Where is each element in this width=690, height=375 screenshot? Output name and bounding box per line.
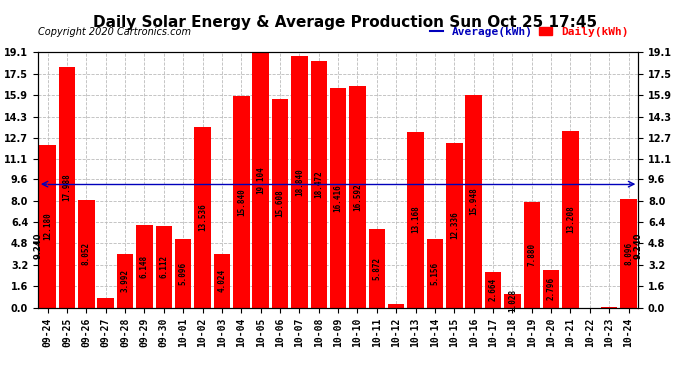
Text: 1.028: 1.028 [508, 289, 517, 312]
Bar [155, 226, 172, 308]
Bar [291, 56, 308, 308]
Bar [504, 294, 521, 308]
Text: Copyright 2020 Cartronics.com: Copyright 2020 Cartronics.com [38, 27, 191, 37]
Text: 6.112: 6.112 [159, 255, 168, 278]
Text: 13.208: 13.208 [566, 206, 575, 233]
Text: 18.840: 18.840 [295, 168, 304, 196]
Text: 6.148: 6.148 [140, 255, 149, 278]
Text: 9.240: 9.240 [33, 232, 43, 259]
Text: Daily Solar Energy & Average Production Sun Oct 25 17:45: Daily Solar Energy & Average Production … [93, 15, 597, 30]
Text: 9.240: 9.240 [633, 232, 643, 259]
Text: 12.180: 12.180 [43, 212, 52, 240]
Text: 16.416: 16.416 [333, 184, 343, 212]
Bar [330, 88, 346, 308]
Bar [117, 254, 133, 308]
Bar [59, 68, 75, 308]
Text: 5.096: 5.096 [179, 262, 188, 285]
Bar [233, 96, 250, 308]
Text: 17.988: 17.988 [63, 174, 72, 201]
Bar [543, 270, 560, 308]
Text: 12.336: 12.336 [450, 211, 459, 239]
Bar [136, 225, 152, 308]
Text: 2.796: 2.796 [546, 277, 555, 300]
Text: 2.664: 2.664 [489, 278, 497, 301]
Bar [466, 94, 482, 308]
Text: 16.592: 16.592 [353, 183, 362, 211]
Text: 15.608: 15.608 [275, 189, 284, 217]
Bar [175, 240, 191, 308]
Bar [214, 254, 230, 308]
Bar [388, 304, 404, 307]
Text: 13.168: 13.168 [411, 206, 420, 234]
Text: 5.156: 5.156 [431, 261, 440, 285]
Text: 15.840: 15.840 [237, 188, 246, 216]
Text: 3.992: 3.992 [121, 269, 130, 292]
Bar [368, 229, 385, 308]
Bar [97, 298, 114, 307]
Bar [426, 238, 443, 308]
Bar [349, 86, 366, 308]
Text: 8.052: 8.052 [82, 242, 91, 265]
Text: 18.472: 18.472 [314, 170, 323, 198]
Bar [310, 61, 327, 308]
Bar [485, 272, 501, 308]
Bar [601, 307, 618, 308]
Bar [39, 145, 56, 308]
Bar [562, 131, 579, 308]
Text: 15.948: 15.948 [469, 187, 478, 215]
Bar [253, 53, 269, 308]
Bar [620, 200, 637, 308]
Bar [272, 99, 288, 308]
Bar [195, 127, 210, 308]
Text: 13.536: 13.536 [198, 203, 207, 231]
Text: 5.872: 5.872 [373, 257, 382, 280]
Text: 7.880: 7.880 [527, 243, 536, 267]
Text: 8.096: 8.096 [624, 242, 633, 265]
Legend: Average(kWh), Daily(kWh): Average(kWh), Daily(kWh) [425, 22, 633, 41]
Bar [446, 143, 462, 308]
Text: 4.024: 4.024 [217, 269, 226, 292]
Text: 19.104: 19.104 [256, 166, 265, 194]
Bar [524, 202, 540, 308]
Bar [78, 200, 95, 308]
Bar [407, 132, 424, 308]
